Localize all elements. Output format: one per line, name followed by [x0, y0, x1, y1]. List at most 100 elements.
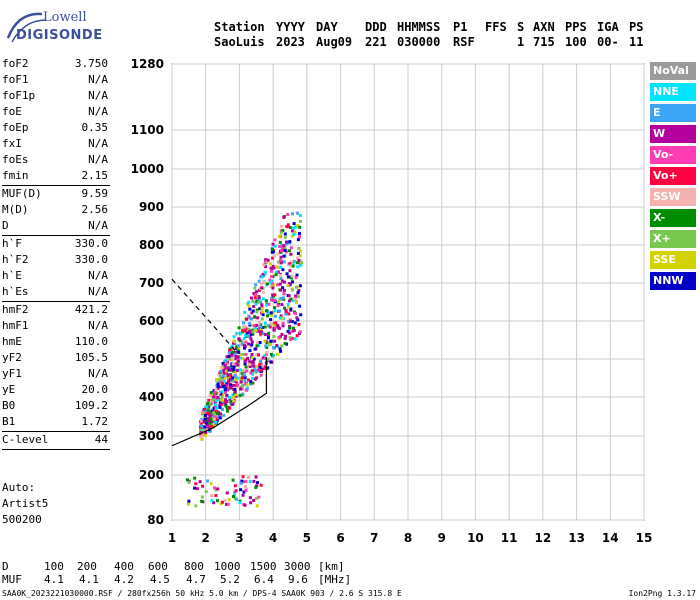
echo-point — [248, 365, 252, 369]
echo-point — [229, 356, 233, 360]
echo-point — [264, 258, 268, 262]
param-label: yF1 — [2, 367, 22, 380]
echo-point — [238, 393, 242, 397]
echo-point — [250, 340, 254, 344]
echo-point — [245, 369, 249, 373]
echo-point — [277, 234, 281, 238]
param-row: h`Es N/A — [2, 284, 110, 300]
echo-point — [262, 263, 266, 267]
y-tick-label: 1000 — [131, 162, 164, 176]
echo-point — [234, 350, 238, 354]
param-row: h`E N/A — [2, 268, 110, 284]
echo-point — [271, 256, 275, 260]
echo-point — [207, 398, 211, 402]
legend-ssw: SSW — [650, 188, 696, 206]
echo-point — [217, 391, 221, 395]
param-label: fmin — [2, 169, 29, 182]
echo-point — [295, 273, 299, 277]
echo-point — [272, 328, 276, 332]
echo-point — [234, 380, 238, 384]
echo-point — [219, 380, 223, 384]
echo-point — [277, 326, 281, 330]
echo-point — [281, 296, 285, 300]
logo-lowell: Lowell — [43, 10, 87, 25]
echo-point — [243, 359, 247, 363]
echo-point — [259, 332, 263, 336]
d-value: 1500 — [250, 560, 277, 573]
param-label: fxI — [2, 137, 22, 150]
echo-point — [254, 485, 258, 489]
echo-point — [213, 394, 217, 398]
echo-point — [268, 262, 272, 266]
echo-point — [249, 296, 253, 300]
echo-point — [232, 365, 236, 369]
echo-point — [261, 272, 265, 276]
echo-point — [241, 357, 245, 361]
d-value: 600 — [148, 560, 168, 573]
echo-point — [263, 366, 267, 370]
muf-value: 4.7 — [186, 573, 206, 586]
echo-point — [274, 321, 278, 325]
echo-point — [242, 373, 246, 377]
val-ddd: 221 — [365, 35, 387, 49]
echo-point — [282, 254, 286, 258]
legend-nnw: NNW — [650, 272, 696, 290]
echo-point — [217, 373, 221, 377]
echo-point — [287, 319, 291, 323]
echo-point — [283, 336, 287, 340]
hdr-day: DAY — [316, 20, 338, 34]
echo-point — [235, 368, 239, 372]
echo-point — [267, 336, 271, 340]
hdr-ffs: FFS — [485, 20, 507, 34]
echo-point — [284, 334, 288, 338]
param-row: foF2 3.750 — [2, 56, 110, 72]
echo-point — [251, 332, 255, 336]
echo-point — [281, 321, 285, 325]
val-axn: 715 — [533, 35, 555, 49]
echo-point — [220, 500, 224, 504]
echo-point — [247, 300, 251, 304]
echo-point — [286, 223, 290, 227]
echo-point — [281, 286, 285, 290]
echo-point — [290, 330, 294, 334]
echo-point — [195, 487, 199, 491]
echo-point — [268, 325, 272, 329]
echo-point — [279, 349, 283, 353]
echo-point — [284, 309, 288, 313]
val-day: Aug09 — [316, 35, 353, 49]
echo-point — [223, 363, 227, 367]
echo-point — [251, 381, 255, 385]
echo-point — [224, 369, 228, 373]
echo-point — [226, 379, 230, 383]
echo-point — [214, 396, 218, 400]
echo-point — [231, 393, 235, 397]
echo-point — [281, 229, 285, 233]
echo-point — [238, 368, 242, 372]
echo-point — [204, 431, 208, 435]
echo-point — [296, 256, 300, 260]
echo-point — [213, 415, 217, 419]
hdr-hhmmss: HHMMSS — [397, 20, 441, 34]
echo-point — [215, 412, 219, 416]
echo-point — [229, 353, 233, 357]
echo-point — [278, 240, 282, 244]
echo-point — [209, 399, 213, 403]
echo-point — [269, 285, 273, 289]
echo-point — [253, 366, 257, 370]
echo-point — [285, 342, 289, 346]
echo-point — [269, 322, 273, 326]
echo-point — [231, 478, 235, 482]
hdr-iga: IGA — [597, 20, 619, 34]
echo-point — [291, 280, 295, 284]
echo-point — [233, 374, 237, 378]
param-row: fmin 2.15 — [2, 168, 110, 184]
echo-point — [276, 270, 280, 274]
echo-point — [216, 395, 220, 399]
legend-vo-minus: Vo- — [650, 146, 696, 164]
x-tick-label: 1 — [168, 531, 176, 545]
echo-point — [251, 309, 255, 313]
divider — [2, 449, 110, 450]
echo-point — [218, 405, 222, 409]
param-row: B0 109.2 — [2, 398, 110, 414]
echo-point — [296, 291, 300, 295]
